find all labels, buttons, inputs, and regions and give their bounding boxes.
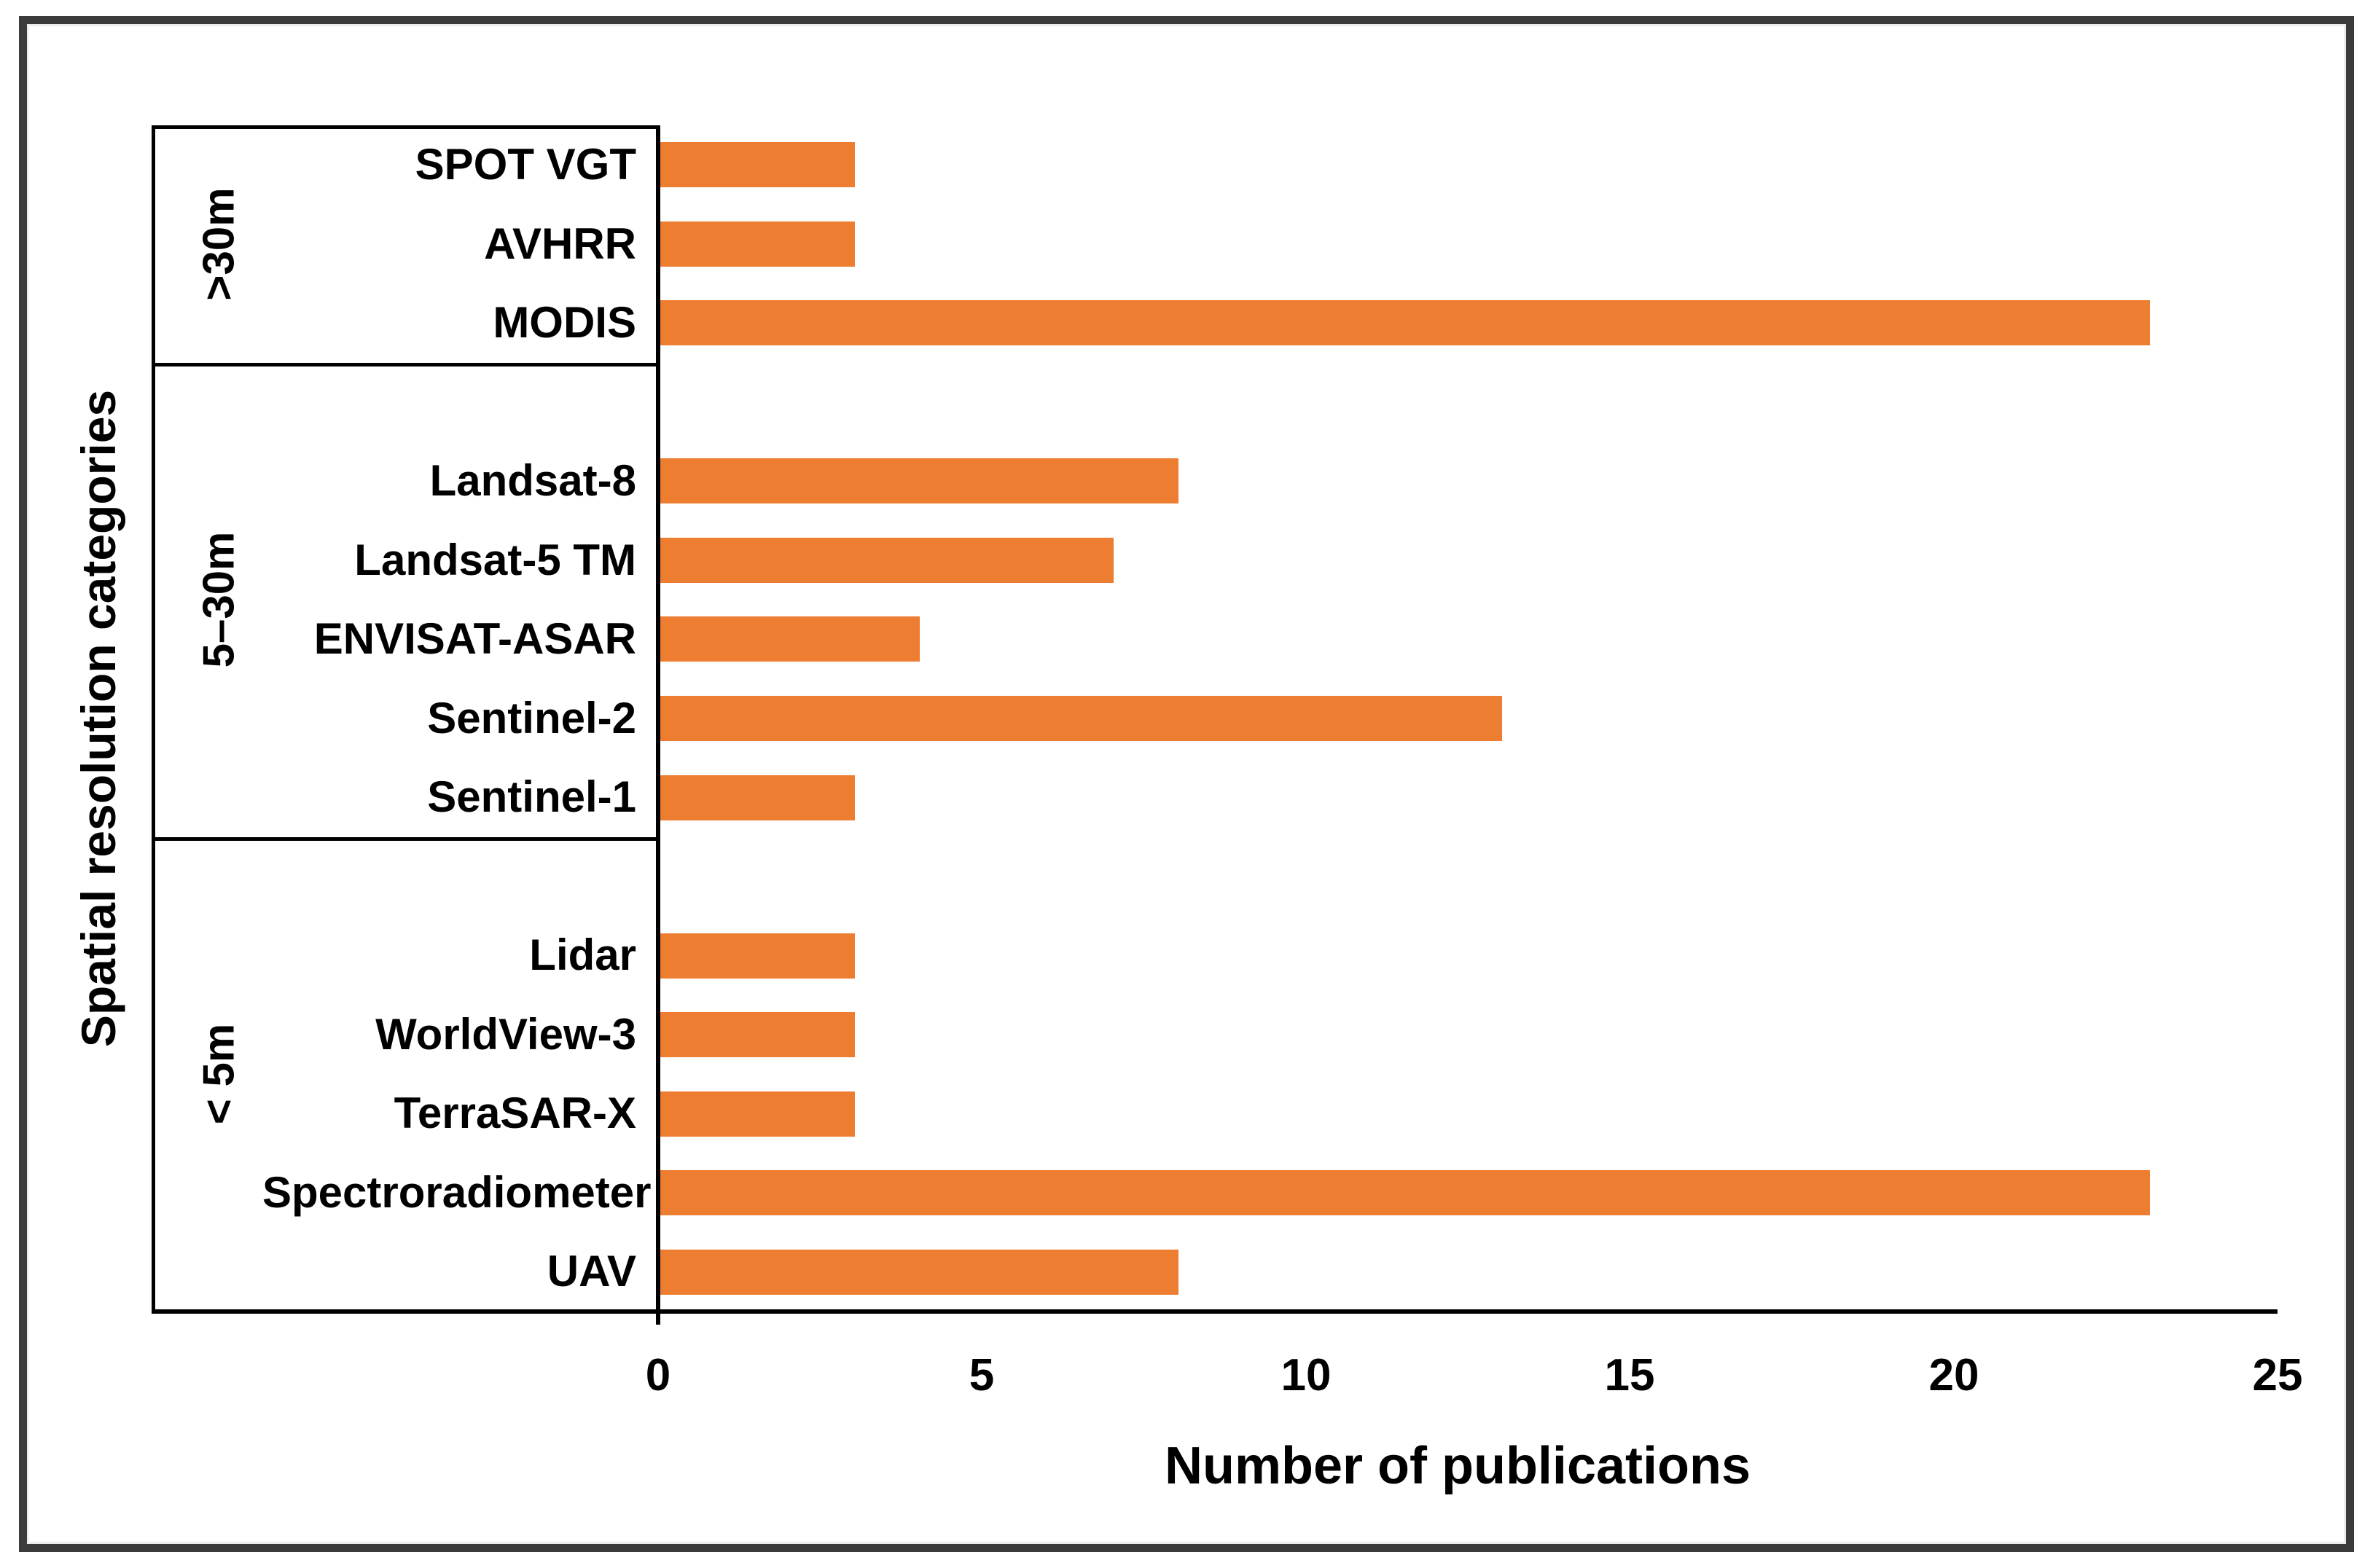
bar: [660, 142, 855, 187]
category-label: Landsat-5 TM: [354, 536, 636, 584]
y-axis-title: Spatial resolution categories: [71, 389, 125, 1048]
group-section: [152, 125, 658, 363]
category-panel-left-border: [152, 125, 155, 1312]
group-label: < 5m: [194, 1023, 243, 1125]
category-label: AVHRR: [484, 219, 636, 268]
bar: [660, 538, 1114, 583]
x-axis-title: Number of publications: [1164, 1437, 1751, 1495]
x-tick-label: 20: [1928, 1350, 1979, 1400]
group-section: [152, 363, 658, 837]
bar: [660, 616, 920, 662]
x-tick-label: 0: [645, 1350, 671, 1400]
category-label: Landsat-8: [429, 456, 636, 505]
bar: [660, 1012, 855, 1057]
bar: [660, 458, 1178, 503]
category-label: SPOT VGT: [415, 140, 636, 189]
bar: [660, 775, 855, 820]
category-label: UAV: [547, 1247, 636, 1295]
category-label: Lidar: [529, 930, 636, 979]
category-label: Spectroradiometer: [262, 1168, 652, 1217]
category-label: MODIS: [493, 298, 636, 347]
y-axis-line: [656, 125, 660, 1325]
bar: [660, 222, 855, 267]
group-label: 5–30m: [194, 531, 243, 668]
category-label: Sentinel-2: [427, 694, 636, 742]
x-tick-label: 25: [2252, 1350, 2303, 1400]
x-tick-label: 10: [1281, 1350, 1332, 1400]
group-label: >30m: [194, 187, 243, 301]
x-tick-label: 15: [1604, 1350, 1655, 1400]
bar: [660, 1170, 2150, 1215]
bar: [660, 300, 2150, 345]
bar: [660, 696, 1502, 741]
bar: [660, 933, 855, 979]
x-axis-line: [152, 1309, 2278, 1314]
category-label: Sentinel-1: [427, 772, 636, 821]
x-tick-label: 5: [969, 1350, 995, 1400]
figure-border: [19, 16, 2354, 1552]
bar: [660, 1250, 1178, 1295]
category-label: TerraSAR-X: [394, 1089, 636, 1137]
category-label: ENVISAT-ASAR: [313, 614, 636, 663]
group-section: [152, 837, 658, 1312]
category-label: WorldView-3: [375, 1010, 636, 1059]
bar: [660, 1091, 855, 1137]
